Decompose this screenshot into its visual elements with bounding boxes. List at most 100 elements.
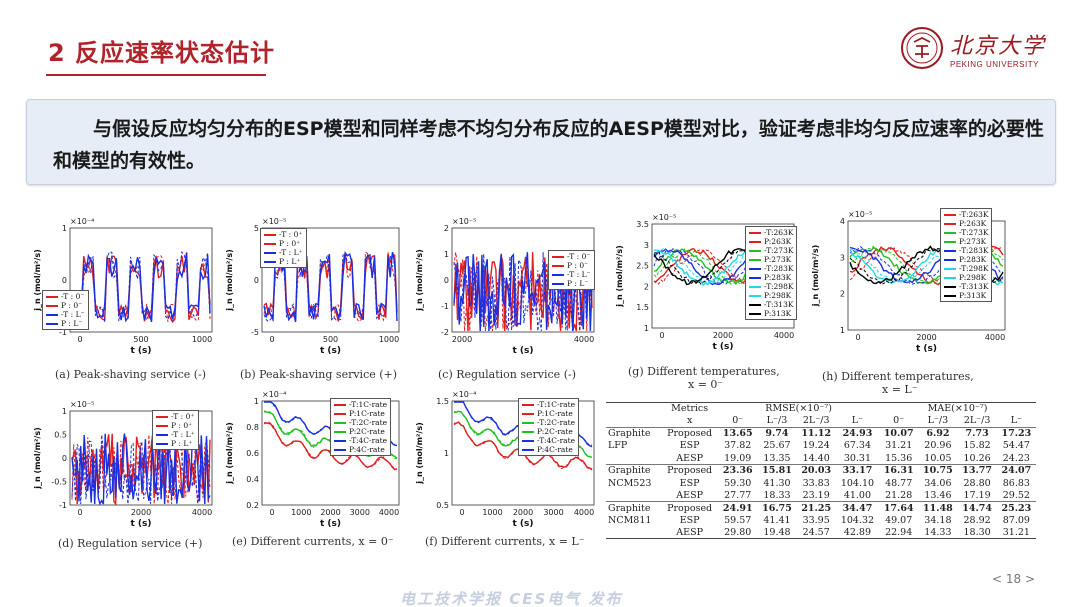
table-cell: 33.95 xyxy=(802,514,830,526)
seal-icon xyxy=(901,27,943,69)
x-tick-label: 2000 xyxy=(452,335,472,344)
table-cell: 41.00 xyxy=(843,489,872,501)
legend-swatch xyxy=(156,416,168,418)
legend-entry: -T:298K xyxy=(944,264,988,273)
table-row: Graphite Proposed 13.65 9.74 11.12 24.93 10.07… xyxy=(606,426,1036,440)
legend-swatch xyxy=(46,314,58,316)
table-cell: 13.35 xyxy=(763,452,791,464)
table-cell: 104.10 xyxy=(840,477,875,489)
legend-label: P:283K xyxy=(959,255,987,264)
legend-swatch xyxy=(522,440,534,442)
y-axis-label: j_n (mol/m²/s) xyxy=(225,249,234,312)
x-tick-label: 2000 xyxy=(713,331,733,340)
table-cell: 15.81 xyxy=(757,463,797,477)
table-header-row: Metrics RMSE(×10⁻⁷) MAE(×10⁻⁷) xyxy=(606,401,1036,415)
y-tick-label: 1.5 xyxy=(436,397,449,406)
legend-swatch xyxy=(749,286,761,288)
legend-swatch xyxy=(522,413,534,415)
legend-swatch xyxy=(156,443,168,445)
series-line xyxy=(653,248,793,286)
table-cell: 17.23 xyxy=(996,426,1036,440)
x-axis-label: t (s) xyxy=(320,519,341,529)
table-cell: L⁻ xyxy=(1010,415,1023,427)
y-axis-label: j_n (mol/m²/s) xyxy=(33,427,42,490)
legend-entry: -T:283K xyxy=(749,264,793,273)
y-tick-label: -0.5 xyxy=(51,478,67,487)
table-cell: 17.19 xyxy=(963,489,991,501)
legend-label: -T:283K xyxy=(959,246,989,255)
chart-svg-a: ×10⁻⁴1 0 -1 0 500 1000 t (s) j_n (mol/m²/s) xyxy=(33,217,213,356)
table-cell: 0⁻ xyxy=(893,415,905,427)
y-tick-label: 0.6 xyxy=(246,449,259,458)
table-cell: 6.92 xyxy=(918,426,958,440)
x-tick-label: 4000 xyxy=(379,508,399,517)
table-cell: 20.03 xyxy=(796,463,836,477)
legend-label: P : L⁻ xyxy=(567,279,589,288)
table-cell: NCM811 xyxy=(608,514,652,526)
figure-caption-e: (e) Different currents, x = 0⁻ xyxy=(232,535,394,548)
y-tick-label: 2.5 xyxy=(636,262,649,271)
legend-label: -T:4C-rate xyxy=(349,436,388,445)
legend-swatch xyxy=(749,304,761,306)
table-cell: 24.07 xyxy=(996,463,1036,477)
table-cell: ESP xyxy=(679,440,700,452)
y-tick-label: 3.5 xyxy=(636,220,649,229)
table-cell: 10.05 xyxy=(924,452,952,464)
legend-entry: P:273K xyxy=(749,255,793,264)
chart-legend: -T:263K P:263K -T:273K P:273K -T:283K P:283K -… xyxy=(745,226,798,320)
legend-label: -T : L⁻ xyxy=(61,310,85,319)
y-tick-label: 0 xyxy=(254,276,259,285)
chart-legend: -T : 0⁻ P : 0⁻ -T : L⁻ P : L⁻ xyxy=(42,290,89,330)
table-cell: 11.48 xyxy=(918,501,958,515)
table-cell: 19.09 xyxy=(724,452,752,464)
table-cell: 16.31 xyxy=(879,463,919,477)
x-tick-label: 3000 xyxy=(543,508,563,517)
y-tick-label: 5 xyxy=(254,224,259,233)
table-cell: NCM523 xyxy=(608,477,652,489)
legend-swatch xyxy=(749,277,761,279)
legend-label: P : 0⁺ xyxy=(279,239,301,248)
chart-panel-c: ×10⁻⁵ 2 1 0 -1 -2 2000 4000 t (s) j_n (mol/m²/s) -… xyxy=(412,212,602,362)
legend-entry: -T:273K xyxy=(749,246,793,255)
x-axis-label: t (s) xyxy=(916,344,937,354)
legend-label: P:273K xyxy=(764,255,792,264)
table-cell: 31.21 xyxy=(885,440,913,452)
x-tick-label: 0 xyxy=(659,331,664,340)
legend-label: -T : 0⁻ xyxy=(567,252,591,261)
legend-swatch xyxy=(522,449,534,451)
legend-swatch xyxy=(944,241,956,243)
axis-exponent: ×10⁻⁴ xyxy=(262,390,286,399)
y-tick-label: 1.5 xyxy=(636,303,649,312)
legend-swatch xyxy=(749,313,761,315)
legend-entry: -T : 0⁺ xyxy=(264,230,303,239)
chart-panel-a: ×10⁻⁴ 1 0 -1 0 500 1000 t (s) j_n (mol/m²/s) -T :… xyxy=(30,212,220,362)
table-cell: LFP xyxy=(608,440,628,452)
legend-label: -T:2C-rate xyxy=(537,418,576,427)
y-tick-label: -1 xyxy=(59,328,67,337)
legend-entry: P:4C-rate xyxy=(522,445,575,454)
y-tick-label: -2 xyxy=(441,328,449,337)
table-row: LFP ESP 37.82 25.67 19.24 67.34 31.21 20.96 15.8… xyxy=(606,440,1036,452)
legend-swatch xyxy=(46,305,58,307)
table-cell: 24.91 xyxy=(718,501,758,515)
table-cell: 23.36 xyxy=(718,463,758,477)
x-tick-label: 0 xyxy=(459,508,464,517)
table-row: AESP 27.77 18.33 23.19 41.00 21.28 13.46 17.19 2… xyxy=(606,489,1036,501)
legend-label: P : 0⁻ xyxy=(567,261,589,270)
table-row: AESP 19.09 13.35 14.40 30.31 15.36 10.05 10.26 2… xyxy=(606,452,1036,464)
legend-entry: -T:4C-rate xyxy=(334,436,387,445)
table-cell: 24.57 xyxy=(796,526,836,540)
x-axis-label: t (s) xyxy=(512,346,533,356)
x-tick-label: 500 xyxy=(133,335,148,344)
legend-label: -T:283K xyxy=(764,264,794,273)
table-cell: 25.23 xyxy=(996,501,1036,515)
x-tick-label: 2000 xyxy=(916,333,936,342)
y-tick-label: 4 xyxy=(840,217,845,226)
table-cell: 17.64 xyxy=(879,501,919,515)
legend-entry: P : 0⁻ xyxy=(552,261,591,270)
legend-label: P:263K xyxy=(764,237,792,246)
table-cell: 24.23 xyxy=(1002,452,1030,464)
series-line xyxy=(263,250,398,323)
legend-label: P:1C-rate xyxy=(537,409,573,418)
legend-swatch xyxy=(264,243,276,245)
